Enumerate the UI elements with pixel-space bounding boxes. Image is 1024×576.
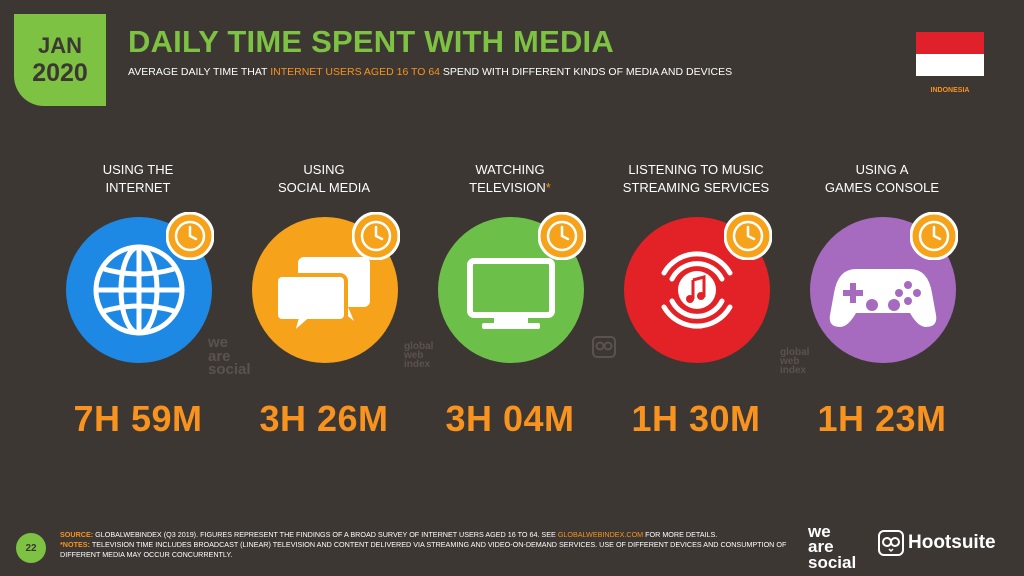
music-streaming-icon — [661, 251, 733, 329]
clock-icon — [910, 212, 958, 260]
metric-circle — [810, 217, 956, 363]
date-year: 2020 — [32, 58, 88, 87]
metric-label-line2: TELEVISION* — [469, 180, 551, 195]
globe-icon — [93, 244, 185, 336]
page-number: 22 — [16, 533, 46, 563]
page-title: DAILY TIME SPENT WITH MEDIA — [128, 24, 614, 59]
metric-label: USING SOCIAL MEDIA — [234, 161, 414, 197]
metric-games-console: USING A GAMES CONSOLE 1H 23M — [792, 0, 972, 576]
subtitle-pre: AVERAGE DAILY TIME THAT — [128, 66, 271, 78]
indonesia-flag-icon — [916, 32, 984, 76]
metric-value: 1H 23M — [817, 398, 947, 439]
clock-icon — [538, 212, 586, 260]
metric-social-media: USING SOCIAL MEDIA 3H 26M — [234, 0, 414, 576]
gamepad-icon — [829, 269, 937, 327]
globalwebindex-watermark: global web index — [404, 341, 434, 370]
source-link[interactable]: GLOBALWEBINDEX.COM — [557, 530, 644, 539]
metric-label-line1: WATCHING — [475, 162, 545, 177]
metric-value: 3H 26M — [259, 398, 389, 439]
page-subtitle: AVERAGE DAILY TIME THAT INTERNET USERS A… — [128, 66, 732, 78]
clock-icon — [352, 212, 400, 260]
subtitle-post: SPEND WITH DIFFERENT KINDS OF MEDIA AND … — [440, 66, 733, 78]
notes-text: *NOTES: TELEVISION TIME INCLUDES BROADCA… — [60, 540, 787, 559]
clock-icon — [724, 212, 772, 260]
metric-label: LISTENING TO MUSIC STREAMING SERVICES — [606, 161, 786, 197]
metric-label-line2: SOCIAL MEDIA — [278, 180, 370, 195]
hootsuite-owl-watermark-icon — [592, 336, 616, 358]
metric-internet: USING THE INTERNET 7H 59M — [48, 0, 228, 576]
metric-music-streaming: LISTENING TO MUSIC STREAMING SERVICES 1H… — [606, 0, 786, 576]
chat-bubbles-icon — [274, 257, 370, 341]
globalwebindex-watermark: global web index — [780, 347, 810, 376]
we-are-social-logo: we are social — [808, 522, 857, 572]
metric-television: WATCHING TELEVISION* 3H 04M — [420, 0, 600, 576]
hootsuite-owl-icon — [878, 530, 904, 556]
date-badge: JAN 2020 — [14, 14, 106, 106]
hootsuite-wordmark: Hootsuite — [908, 532, 996, 553]
clock-icon — [166, 212, 214, 260]
metric-label: WATCHING TELEVISION* — [420, 161, 600, 197]
metric-value: 3H 04M — [445, 398, 575, 439]
metric-label-line2: INTERNET — [105, 180, 171, 195]
metric-label: USING THE INTERNET — [48, 161, 228, 197]
we-are-social-watermark: we are social — [208, 334, 251, 378]
metric-label-line1: USING THE — [102, 162, 174, 177]
footnotes: SOURCE: GLOBALWEBINDEX (Q3 2019). FIGURE… — [60, 530, 800, 560]
television-icon — [467, 258, 555, 329]
metric-label-line2: GAMES CONSOLE — [824, 180, 940, 195]
metric-value: 1H 30M — [631, 398, 761, 439]
metric-value: 7H 59M — [73, 398, 203, 439]
date-month: JAN — [37, 32, 82, 58]
metric-label-line1: USING — [303, 162, 345, 177]
metric-circle — [624, 217, 770, 363]
metric-label-line1: USING A — [855, 162, 909, 177]
metric-label: USING A GAMES CONSOLE — [792, 161, 972, 197]
hootsuite-logo: Hootsuite — [878, 530, 996, 556]
subtitle-highlight: INTERNET USERS AGED 16 TO 64 — [270, 66, 440, 78]
asterisk: * — [545, 180, 551, 195]
metric-label-line2: STREAMING SERVICES — [622, 180, 770, 195]
country-label: INDONESIA — [930, 87, 970, 94]
metric-label-line1: LISTENING TO MUSIC — [628, 162, 764, 177]
source-note: SOURCE: GLOBALWEBINDEX (Q3 2019). FIGURE… — [60, 530, 718, 539]
